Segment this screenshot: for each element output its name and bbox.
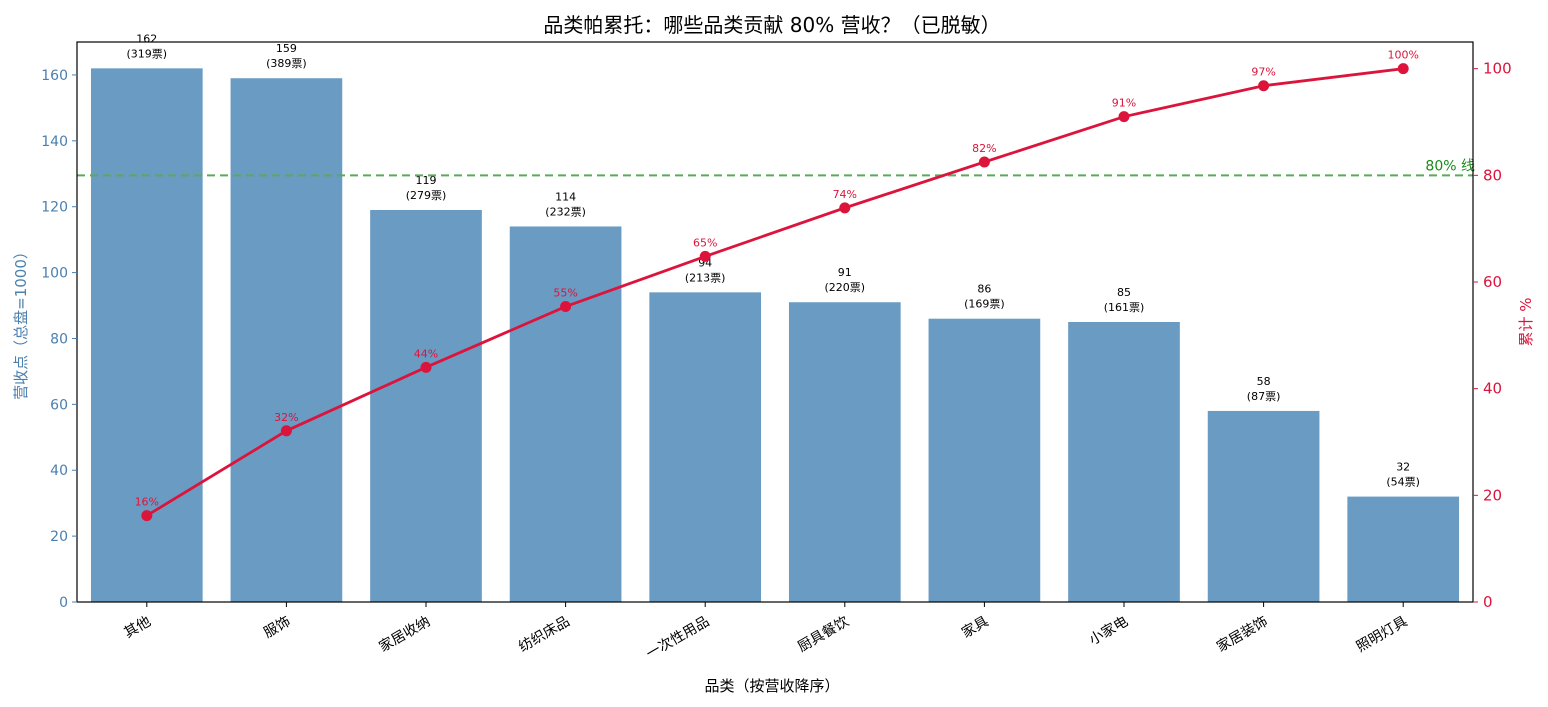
- cumulative-point: [1397, 63, 1409, 75]
- x-tick-label: 小家电: [1086, 613, 1131, 649]
- bar-data-label: 58 (87票): [1247, 375, 1281, 403]
- bar-data-label: 91 (220票): [825, 266, 866, 294]
- chart-title: 品类帕累托：哪些品类贡献 80% 营收？（已脱敏）: [543, 13, 1000, 37]
- y-right-tick-label: 60: [1483, 273, 1502, 291]
- y-right-tick-label: 40: [1483, 380, 1502, 398]
- bar: [90, 68, 203, 602]
- bar: [788, 302, 901, 602]
- y-right-tick-label: 100: [1483, 60, 1512, 78]
- cumulative-point: [699, 250, 711, 262]
- bars-layer: 162 (319票) 159 (389票)119 (279票) 114 (232票)94 (2…: [90, 32, 1460, 602]
- bar-data-label: 162 (319票): [127, 32, 168, 60]
- y-left-tick-label: 100: [41, 266, 68, 282]
- bar: [928, 318, 1041, 602]
- y-left-tick-label: 160: [41, 68, 68, 84]
- cumulative-point: [280, 425, 292, 437]
- x-tick-label: 其他: [122, 614, 154, 642]
- y-left-tick-label: 80: [50, 331, 68, 347]
- bar: [230, 78, 343, 602]
- bar-data-label: 119 (279票): [406, 174, 447, 202]
- cumulative-data-label: 74%: [833, 188, 857, 201]
- cumulative-point: [420, 361, 432, 373]
- y-left-tick-label: 60: [50, 397, 68, 413]
- cumulative-data-label: 16%: [135, 496, 159, 509]
- bar: [509, 226, 622, 602]
- cumulative-data-label: 44%: [414, 347, 438, 360]
- bar-data-label: 86 (169票): [964, 283, 1005, 311]
- bar-data-label: 32 (54票): [1386, 461, 1420, 489]
- cumulative-data-label: 55%: [553, 287, 577, 300]
- cumulative-point: [1258, 80, 1270, 92]
- x-tick-label: 厨具餐饮: [795, 614, 851, 656]
- cumulative-line-layer: 16% 32% 44% 55% 65% 74% 82% 91% 97% 100%: [135, 49, 1419, 522]
- bar-data-label: 114 (232票): [545, 190, 586, 218]
- x-tick-label: 家居装饰: [1214, 613, 1271, 656]
- x-tick-label: 家具: [959, 613, 992, 642]
- cumulative-point: [560, 301, 572, 313]
- cumulative-data-label: 91%: [1112, 97, 1136, 110]
- y-left-tick-label: 0: [59, 595, 68, 611]
- cumulative-data-label: 82%: [972, 142, 996, 155]
- bar: [649, 292, 762, 602]
- y-left-tick-label: 120: [41, 200, 68, 216]
- y-right-tick-label: 80: [1483, 166, 1502, 184]
- bar: [1068, 322, 1180, 602]
- bar: [1207, 410, 1320, 602]
- x-tick-label: 家居收纳: [376, 613, 433, 656]
- x-tick-label: 一次性用品: [644, 614, 713, 663]
- bar: [1347, 496, 1460, 602]
- reference-line-layer: 80% 线: [77, 158, 1475, 177]
- x-tick-label: 纺织床品: [516, 614, 572, 656]
- y-right-tick-label: 20: [1483, 486, 1502, 504]
- cumulative-data-label: 65%: [693, 236, 717, 249]
- y-left-tick-label: 40: [50, 463, 68, 479]
- x-axis-label: 品类（按营收降序）: [704, 677, 839, 695]
- bar-data-label: 85 (161票): [1104, 286, 1145, 314]
- bar: [370, 210, 482, 602]
- y-axis-right-label: 累计 %: [1517, 297, 1535, 346]
- cumulative-data-label: 32%: [274, 411, 298, 424]
- x-tick-label: 照明灯具: [1354, 614, 1410, 656]
- reference-line-label: 80% 线: [1425, 158, 1475, 174]
- cumulative-point: [141, 510, 153, 522]
- bar-data-label: 159 (389票): [266, 42, 307, 70]
- y-axis-left-label: 营收点（总盘=1000）: [12, 244, 30, 400]
- y-left-tick-label: 140: [41, 134, 68, 150]
- cumulative-line: [146, 67, 1404, 517]
- x-tick-label: 服饰: [261, 614, 293, 642]
- y-right-tick-label: 0: [1483, 593, 1493, 611]
- plot-frame: [76, 41, 1474, 603]
- cumulative-point: [839, 202, 851, 214]
- cumulative-point: [978, 156, 990, 168]
- cumulative-point: [1118, 111, 1130, 123]
- cumulative-data-label: 97%: [1251, 66, 1275, 79]
- y-left-tick-label: 20: [50, 529, 68, 545]
- cumulative-data-label: 100%: [1387, 49, 1418, 62]
